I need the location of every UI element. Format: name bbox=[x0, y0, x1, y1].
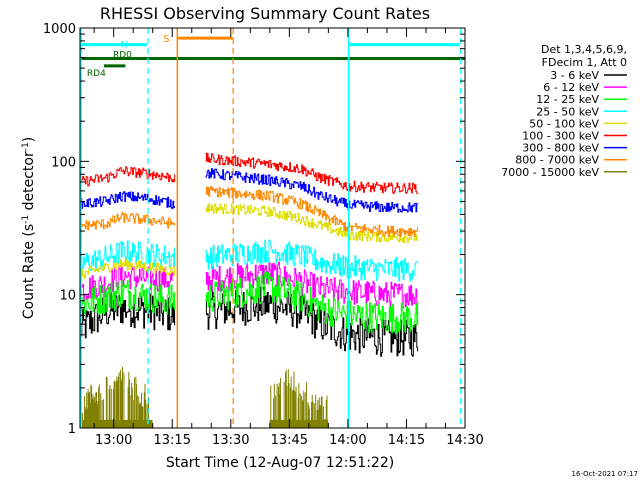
y-tick-label: 1000 bbox=[43, 22, 76, 37]
legend-label-5: 100 - 300 keV bbox=[522, 130, 599, 143]
plot-area: RD0 RD4 N S bbox=[80, 28, 465, 428]
x-tick-label: 13:30 bbox=[212, 433, 249, 448]
y-axis-label-base: Count Rate (s bbox=[21, 224, 37, 319]
x-tick-label: 14:00 bbox=[329, 433, 366, 448]
x-tick-label: 13:45 bbox=[271, 433, 308, 448]
legend-header-line-1: Det 1,3,4,5,6,9, bbox=[541, 43, 627, 56]
rd-label-0: RD0 bbox=[113, 51, 132, 61]
series-line-7 bbox=[80, 186, 419, 237]
legend-header-line-2: FDecim 1, Att 0 bbox=[542, 56, 627, 69]
y-axis-label-group: Count Rate (s-1 detector-1) bbox=[21, 137, 37, 319]
series-line-4 bbox=[80, 203, 419, 280]
s-flag-label: S bbox=[163, 34, 169, 45]
y-tick-label: 100 bbox=[51, 155, 76, 170]
legend-label-8: 7000 - 15000 keV bbox=[501, 166, 599, 179]
axes: 1 10 100 1000 13:00 13:15 13:30 13:45 14:00 14:15… bbox=[43, 22, 484, 448]
legend-label-7: 800 - 7000 keV bbox=[515, 154, 599, 167]
x-tick-label: 13:00 bbox=[95, 433, 132, 448]
series-line-5 bbox=[80, 152, 419, 194]
chart-title: RHESSI Observing Summary Count Rates bbox=[100, 4, 430, 23]
series-line-2 bbox=[80, 271, 419, 335]
y-axis-label-exp2: -1 bbox=[21, 142, 31, 151]
x-tick-label: 13:15 bbox=[154, 433, 191, 448]
y-tick-label: 10 bbox=[59, 289, 76, 304]
series-line-1 bbox=[80, 261, 419, 309]
legend-label-2: 12 - 25 keV bbox=[536, 93, 599, 106]
legend-label-1: 6 - 12 keV bbox=[543, 81, 599, 94]
y-axis-label-exp1: -1 bbox=[21, 215, 31, 224]
saa-label-0: N bbox=[121, 41, 128, 51]
legend-label-6: 300 - 800 keV bbox=[522, 142, 599, 155]
legend-label-4: 50 - 100 keV bbox=[529, 117, 599, 130]
x-axis-label: Start Time (12-Aug-07 12:51:22) bbox=[166, 455, 394, 471]
x-tick-label: 14:30 bbox=[446, 433, 483, 448]
generation-timestamp: 16-Oct-2021 07:17 bbox=[572, 470, 638, 478]
y-axis-label-end: ) bbox=[21, 137, 37, 142]
legend-label-0: 3 - 6 keV bbox=[550, 69, 599, 82]
y-axis-label-mid: detector bbox=[21, 151, 37, 215]
series-line-6 bbox=[80, 168, 419, 213]
y-axis-label: Count Rate (s-1 detector-1) bbox=[21, 137, 37, 319]
x-tick-label: 14:15 bbox=[388, 433, 425, 448]
legend: Det 1,3,4,5,6,9, FDecim 1, Att 0 3 - 6 k… bbox=[501, 43, 627, 179]
rd-label-1: RD4 bbox=[87, 69, 106, 79]
y-tick-label: 1 bbox=[68, 422, 76, 437]
plot-frame bbox=[79, 27, 466, 429]
legend-label-3: 25 - 50 keV bbox=[536, 105, 599, 118]
